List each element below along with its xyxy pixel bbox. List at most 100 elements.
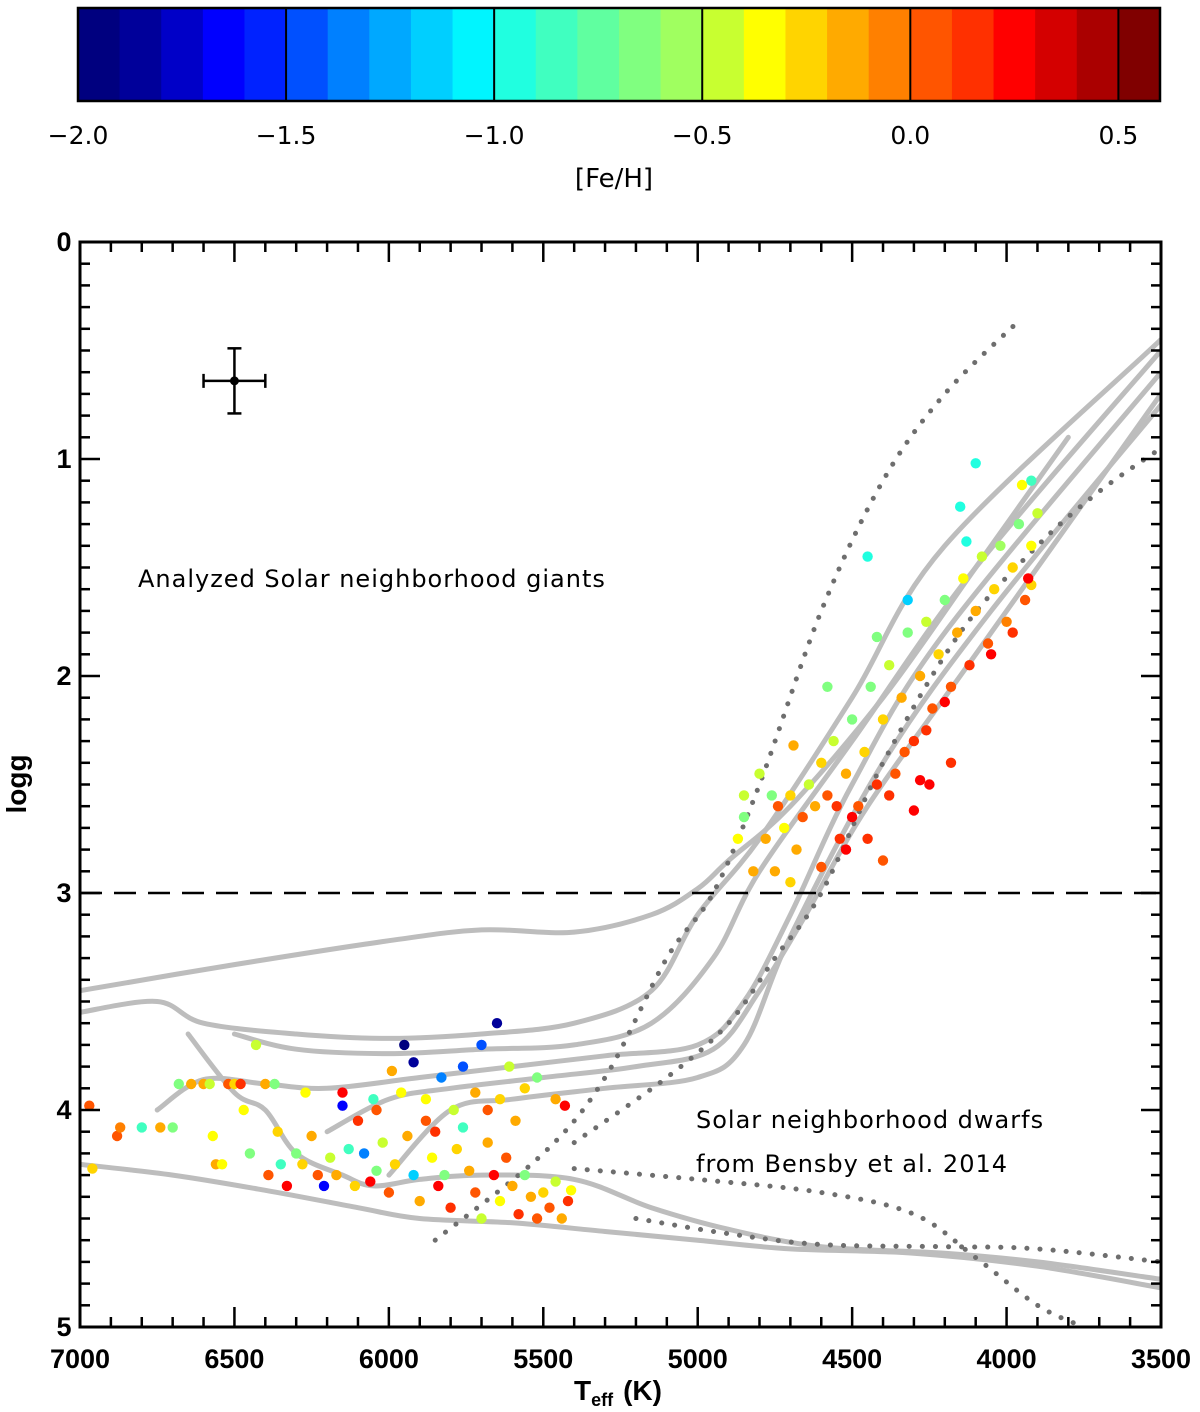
star-point xyxy=(476,1039,487,1051)
star-point xyxy=(1013,518,1025,530)
star-point xyxy=(902,594,913,606)
star-point xyxy=(831,801,842,812)
star-point xyxy=(964,660,975,671)
star-point xyxy=(1001,616,1012,627)
colorbar-bin xyxy=(161,8,204,101)
star-point xyxy=(1007,627,1018,638)
star-point xyxy=(306,1130,317,1142)
colorbar-bin xyxy=(452,8,495,101)
star-point xyxy=(186,1078,197,1090)
star-point xyxy=(1007,562,1018,573)
error-bar xyxy=(202,347,267,415)
star-point xyxy=(961,536,972,547)
x-axis-label-unit: (K) xyxy=(623,1375,662,1406)
colorbar-ticks: −2.0 −1.5 −1.0 −0.5 0.0 0.5 xyxy=(48,8,1138,150)
star-point xyxy=(970,605,981,617)
annotation-dwarfs-line2: from Bensby et al. 2014 xyxy=(696,1150,1008,1178)
star-point xyxy=(504,1061,515,1072)
colorbar-bin xyxy=(619,8,662,101)
star-point xyxy=(464,1165,475,1177)
star-point xyxy=(399,1039,410,1051)
star-point xyxy=(476,1213,487,1224)
star-point xyxy=(426,1152,438,1163)
star-point xyxy=(828,735,839,747)
star-point xyxy=(519,1083,530,1094)
colorbar-tick-label: −0.5 xyxy=(672,121,733,150)
star-point xyxy=(1032,508,1043,519)
star-point xyxy=(312,1169,323,1181)
x-axis-label: Teff (K) xyxy=(574,1375,662,1410)
star-point xyxy=(982,638,994,649)
annotation-giants: Analyzed Solar neighborhood giants xyxy=(138,565,606,593)
star-point xyxy=(822,681,833,692)
colorbar-bin xyxy=(743,8,787,101)
star-point xyxy=(955,501,966,512)
star-point xyxy=(939,594,950,606)
colorbar-bin xyxy=(1035,8,1078,101)
star-point xyxy=(921,725,932,736)
star-point xyxy=(914,670,926,682)
x-axis-label-sub: eff xyxy=(591,1390,614,1410)
star-point xyxy=(877,855,889,866)
isochrone-line xyxy=(231,348,1161,1057)
star-point xyxy=(871,779,883,790)
star-point xyxy=(958,573,969,584)
star-point xyxy=(871,631,883,643)
star-point xyxy=(785,790,796,801)
star-point xyxy=(501,1152,512,1163)
y-tick-label: 1 xyxy=(56,444,71,474)
star-point xyxy=(952,627,963,638)
dotted-bound-line xyxy=(432,315,1025,1243)
star-point xyxy=(865,681,876,692)
colorbar-bin xyxy=(868,8,911,101)
star-point xyxy=(840,844,852,855)
star-point xyxy=(970,458,981,469)
star-point xyxy=(902,627,913,638)
star-point xyxy=(760,833,771,844)
star-point xyxy=(414,1195,425,1207)
colorbar-bin xyxy=(660,8,703,101)
colorbar-bin xyxy=(702,8,745,101)
star-point xyxy=(985,649,997,660)
colorbar-tick-label: −1.0 xyxy=(464,121,525,150)
star-point xyxy=(408,1057,419,1068)
star-point xyxy=(754,768,765,779)
star-point xyxy=(451,1143,462,1155)
x-tick-label: 4000 xyxy=(977,1344,1037,1374)
star-point xyxy=(559,1100,571,1111)
star-point xyxy=(846,714,858,725)
colorbar-bin xyxy=(993,8,1036,101)
star-point xyxy=(896,692,907,703)
star-point xyxy=(448,1104,459,1116)
star-point xyxy=(779,822,790,834)
plot-area: 7000 6500 6000 5500 5000 4500 4000 3500 0 1 2 3 4 5 A… xyxy=(1,227,1191,1410)
x-tick-label: 3500 xyxy=(1131,1344,1191,1374)
star-point xyxy=(822,790,833,801)
star-point xyxy=(263,1169,274,1181)
colorbar-bin xyxy=(1118,8,1161,101)
star-point xyxy=(488,1169,500,1181)
star-point xyxy=(430,1126,441,1137)
star-point xyxy=(352,1115,364,1127)
star-point xyxy=(510,1115,521,1127)
colorbar-bin xyxy=(785,8,828,101)
star-point xyxy=(87,1163,98,1174)
isochrone-line xyxy=(386,402,1161,1178)
colorbar-bin xyxy=(286,8,329,101)
isochrone-line xyxy=(80,434,1071,994)
star-point xyxy=(927,703,938,714)
star-point xyxy=(556,1213,567,1224)
star-point xyxy=(204,1078,215,1090)
star-point xyxy=(803,779,815,790)
star-point xyxy=(439,1169,450,1181)
star-point xyxy=(884,790,895,801)
star-point xyxy=(318,1180,330,1192)
star-point xyxy=(862,833,873,844)
star-point xyxy=(1026,475,1037,486)
star-point xyxy=(840,768,852,779)
annotation-dwarfs-line1: Solar neighborhood dwarfs xyxy=(696,1106,1044,1134)
star-point xyxy=(1016,479,1028,491)
star-point xyxy=(738,811,750,823)
star-point xyxy=(531,1072,543,1083)
